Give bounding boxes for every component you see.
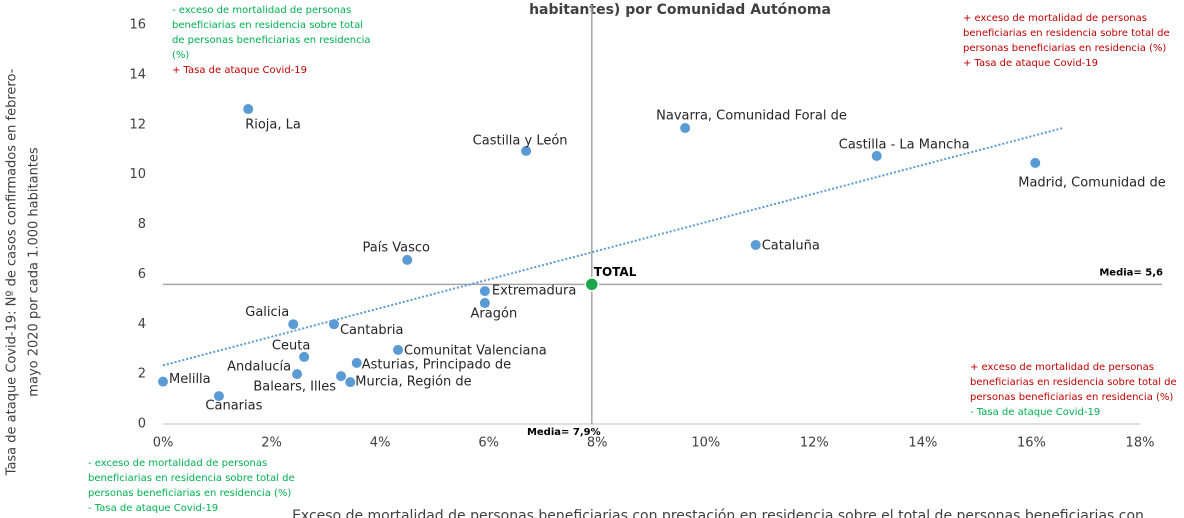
data-point xyxy=(345,377,356,388)
quadrant-note: beneficiarias en residencia sobre total … xyxy=(963,28,1170,39)
mean-label: Media= 5,6 xyxy=(1099,267,1163,278)
data-point xyxy=(1030,157,1041,168)
point-label: Cataluña xyxy=(762,238,820,253)
x-tick-label: 8% xyxy=(587,436,608,451)
quadrant-note: + exceso de mortalidad de personas xyxy=(963,13,1147,24)
x-tick-label: 18% xyxy=(1126,436,1155,451)
x-tick-label: 0% xyxy=(153,436,174,451)
x-axis-label: Exceso de mortalidad de personas benefic… xyxy=(292,508,1144,518)
data-point xyxy=(479,298,490,309)
point-label: Canarias xyxy=(205,399,262,414)
y-tick-label: 4 xyxy=(138,317,146,332)
point-label: Ceuta xyxy=(272,338,310,353)
y-tick-label: 10 xyxy=(129,167,146,182)
data-point xyxy=(393,344,404,355)
quadrant-note: personas beneficiarias en residencia (%) xyxy=(970,392,1173,403)
x-tick-label: 6% xyxy=(478,436,499,451)
point-label: Asturias, Principado de xyxy=(362,357,511,372)
data-point xyxy=(213,391,224,402)
quadrant-note: beneficiarias en residencia sobre total … xyxy=(970,377,1177,388)
y-tick-label: 12 xyxy=(129,117,146,132)
point-label: Extremadura xyxy=(492,284,576,299)
quadrant-note: beneficiarias en residencia sobre total xyxy=(172,20,363,31)
point-label: Galicia xyxy=(245,305,289,320)
x-tick-label: 10% xyxy=(691,436,720,451)
y-axis-label: Tasa de ataque Covid-19: Nº de casos con… xyxy=(5,68,42,476)
point-label: Rioja, La xyxy=(245,118,301,133)
point-label: Murcia, Región de xyxy=(355,375,471,390)
point-label: País Vasco xyxy=(363,240,431,255)
point-label: Aragón xyxy=(471,307,518,322)
data-point xyxy=(521,145,532,156)
quadrant-note: - exceso de mortalidad de personas xyxy=(172,5,351,16)
y-tick-label: 2 xyxy=(138,367,146,382)
total-point xyxy=(584,277,600,292)
mean-label: Media= 7,9% xyxy=(527,427,601,438)
data-point xyxy=(299,351,310,362)
data-point xyxy=(292,369,303,380)
data-point xyxy=(402,254,413,265)
data-point xyxy=(328,319,339,330)
point-label: Navarra, Comunidad Foral de xyxy=(656,108,847,123)
x-tick-label: 16% xyxy=(1017,436,1046,451)
quadrant-note: beneficiarias en residencia sobre total … xyxy=(88,473,295,484)
x-tick-label: 12% xyxy=(800,436,829,451)
point-label: Balears, Illes xyxy=(253,380,336,395)
y-tick-label: 14 xyxy=(129,67,146,82)
point-label: Madrid, Comunidad de xyxy=(1018,175,1166,190)
point-label: Cantabria xyxy=(340,323,404,338)
data-point xyxy=(336,371,347,382)
total-label: TOTAL xyxy=(594,265,637,279)
point-label: Castilla y León xyxy=(473,133,568,148)
y-axis-label-line: Tasa de ataque Covid-19: Nº de casos con… xyxy=(5,68,20,476)
quadrant-note: - Tasa de ataque Covid-19 xyxy=(970,407,1100,418)
data-point xyxy=(680,122,691,133)
x-tick-label: 14% xyxy=(908,436,937,451)
y-axis-label-line: mayo 2020 por cada 1.000 habitantes xyxy=(27,147,42,397)
data-point xyxy=(351,357,362,368)
data-point xyxy=(158,376,168,387)
data-point xyxy=(871,150,882,161)
point-label: Andalucía xyxy=(227,360,291,375)
y-tick-label: 6 xyxy=(138,267,146,282)
quadrant-note: + exceso de mortalidad de personas xyxy=(970,362,1154,373)
x-tick-label: 4% xyxy=(370,436,391,451)
quadrant-note: - exceso de mortalidad de personas xyxy=(88,458,267,469)
data-point xyxy=(479,286,490,297)
point-label: Melilla xyxy=(169,372,211,387)
y-tick-label: 16 xyxy=(129,18,146,33)
data-point xyxy=(288,319,299,330)
quadrant-note: (%) xyxy=(172,50,189,61)
data-point xyxy=(750,239,761,250)
y-tick-label: 8 xyxy=(138,217,146,232)
quadrant-note: + Tasa de ataque Covid-19 xyxy=(172,65,307,76)
point-label: Comunitat Valenciana xyxy=(404,343,547,358)
quadrant-note: personas beneficiarias en residencia (%) xyxy=(88,488,291,499)
trendline xyxy=(162,127,1064,367)
chart-title: habitantes) por Comunidad Autónoma xyxy=(529,2,831,18)
quadrant-note: - Tasa de ataque Covid-19 xyxy=(88,503,218,514)
quadrant-note: personas beneficiarias en residencia (%) xyxy=(963,43,1166,54)
y-tick-label: 0 xyxy=(138,417,146,432)
quadrant-note: + Tasa de ataque Covid-19 xyxy=(963,58,1098,69)
quadrant-note: de personas beneficiarias en residencia xyxy=(172,35,371,46)
point-label: Castilla - La Mancha xyxy=(839,137,970,152)
x-tick-label: 2% xyxy=(261,436,282,451)
data-point xyxy=(243,104,254,115)
